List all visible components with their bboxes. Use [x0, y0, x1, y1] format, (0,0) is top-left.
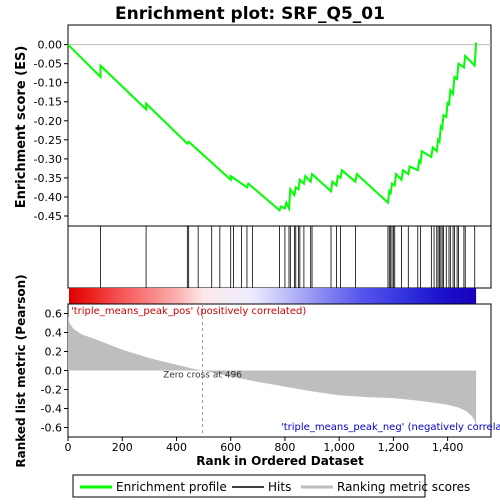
es-y-tick-label: 0.00 — [38, 39, 63, 52]
ranking-metric-area — [68, 315, 477, 428]
ranking-y-tick-label: 0.6 — [45, 308, 63, 321]
es-panel: 0.00 -0.05 -0.10 -0.15 -0.20 -0.25 -0.30 -0.35 -… — [14, 24, 492, 227]
x-tick-label: 400 — [166, 441, 187, 454]
ranking-color-bar — [69, 288, 477, 304]
x-tick-label: 200 — [112, 441, 133, 454]
es-y-tick-label: -0.30 — [34, 153, 62, 166]
ranking-y-tick-label: 0.2 — [45, 346, 63, 359]
x-tick-label: 1,400 — [432, 441, 464, 454]
negative-class-label: 'triple_means_peak_neg' (negatively corr… — [281, 422, 500, 433]
es-y-tick-label: -0.40 — [34, 191, 62, 204]
enrichment-profile-line — [67, 42, 478, 213]
legend-hits-label: Hits — [268, 480, 291, 494]
x-tick-label: 1,200 — [378, 441, 410, 454]
ranking-y-ticks: 0.6 0.4 0.2 0.0 -0.2 -0.4 -0.6 — [41, 308, 68, 435]
es-y-tick-label: -0.35 — [34, 172, 62, 185]
es-y-axis-label: Enrichment score (ES) — [14, 46, 29, 209]
legend-box — [72, 474, 426, 498]
legend: Enrichment profile Hits Ranking metric s… — [72, 474, 470, 498]
x-tick-label: 1,000 — [323, 441, 355, 454]
x-axis-label: Rank in Ordered Dataset — [196, 454, 364, 468]
legend-ranking-label: Ranking metric scores — [337, 480, 470, 494]
es-y-tick-label: -0.10 — [34, 77, 62, 90]
ranking-panel: Zero cross at 496 'triple_means_peak_pos… — [14, 274, 500, 468]
positive-class-label: 'triple_means_peak_pos' (positively corr… — [71, 306, 306, 317]
es-y-tick-label: -0.45 — [34, 210, 62, 223]
ranking-y-tick-label: -0.6 — [41, 422, 62, 435]
x-tick-label: 0 — [65, 441, 72, 454]
hit-marks — [100, 226, 476, 288]
hits-panel — [67, 225, 492, 289]
x-tick-label: 600 — [220, 441, 241, 454]
ranking-x-ticks: 0 200 400 600 800 1,000 1,200 1,400 — [65, 437, 464, 454]
es-y-tick-label: -0.05 — [34, 58, 62, 71]
ranking-y-tick-label: 0.4 — [45, 327, 63, 340]
es-y-tick-label: -0.15 — [34, 96, 62, 109]
es-y-tick-label: -0.25 — [34, 134, 62, 147]
x-tick-label: 800 — [274, 441, 295, 454]
ranking-y-tick-label: -0.2 — [41, 384, 62, 397]
plot-title: Enrichment plot: SRF_Q5_01 — [115, 4, 385, 24]
color-bar-strip — [69, 288, 477, 304]
es-y-ticks: 0.00 -0.05 -0.10 -0.15 -0.20 -0.25 -0.30 -0.35 -… — [34, 39, 68, 223]
legend-enrichment-label: Enrichment profile — [116, 480, 227, 494]
ranking-y-tick-label: -0.4 — [41, 403, 62, 416]
es-y-tick-label: -0.20 — [34, 115, 62, 128]
es-plot-frame — [67, 24, 492, 227]
ranking-y-axis-label: Ranked list metric (Pearson) — [14, 274, 28, 467]
ranking-y-tick-label: 0.0 — [45, 365, 63, 378]
zero-cross-label: Zero cross at 496 — [163, 371, 242, 381]
